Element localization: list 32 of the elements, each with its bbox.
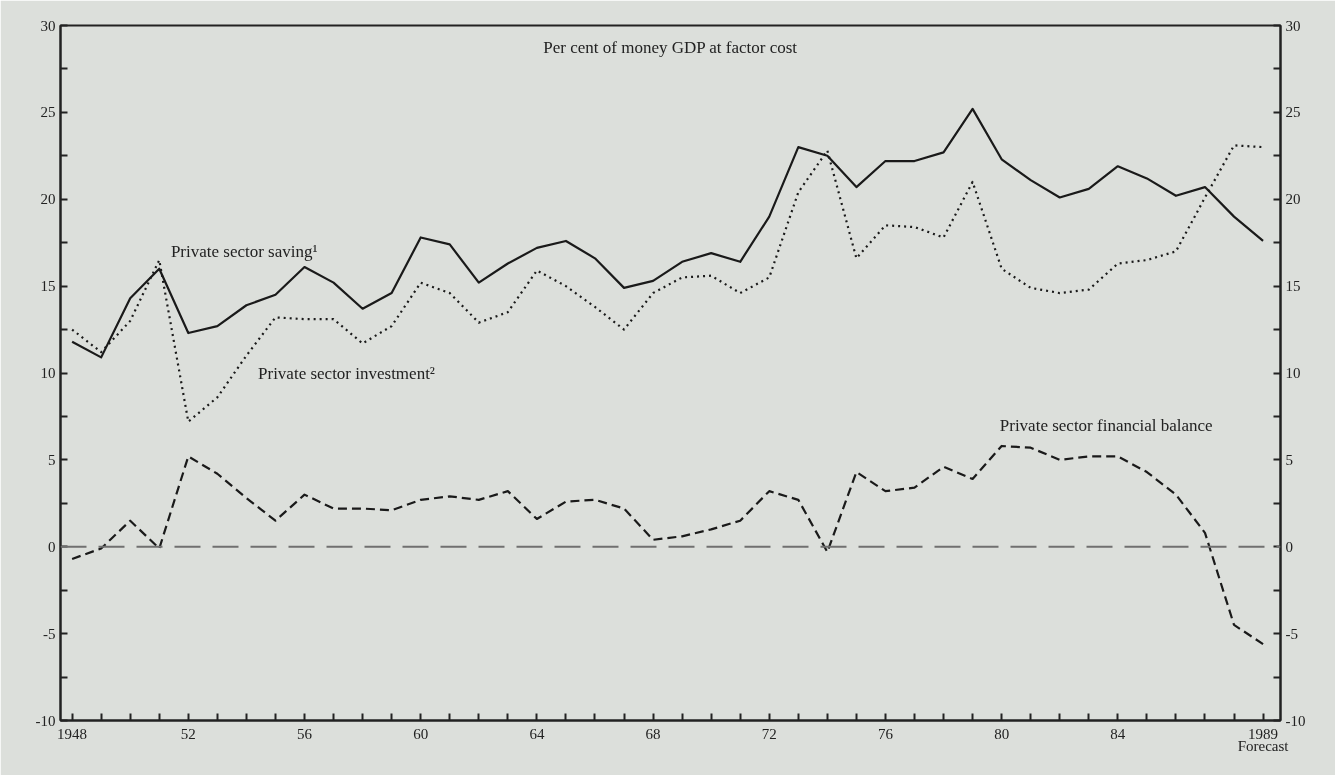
x-tick-label: 52 xyxy=(180,725,196,742)
text: Per cent of money GDP at factor cost xyxy=(543,37,798,57)
y-tick-label: 20 xyxy=(40,191,56,208)
y2-tick-label: 5 xyxy=(1285,451,1293,468)
y-tick-label: -10 xyxy=(35,712,56,729)
x-tick-label: 56 xyxy=(297,725,313,742)
x-tick-label: 72 xyxy=(761,725,777,742)
y2-tick-label: 10 xyxy=(1285,365,1301,381)
x-tick-label: 1948 xyxy=(57,725,88,742)
y-tick-label: 5 xyxy=(48,451,56,468)
x-tick-label: 60 xyxy=(413,725,429,742)
x-tick-label: 68 xyxy=(645,725,661,742)
y2-tick-label: -5 xyxy=(1285,625,1298,642)
series-label: Private sector financial balance xyxy=(999,415,1213,435)
y-tick-label: 15 xyxy=(40,278,56,295)
x-tick-label: 84 xyxy=(1110,725,1126,742)
series-label: Private sector investment² xyxy=(258,363,435,383)
series-label: Private sector saving¹ xyxy=(170,241,318,261)
x-tick-label: 76 xyxy=(877,725,894,742)
y-tick-label: 0 xyxy=(48,538,56,555)
y2-tick-label: 20 xyxy=(1285,191,1301,208)
line-series xyxy=(71,444,1265,646)
x-tick-label: 80 xyxy=(994,725,1010,742)
x-tick-label: 64 xyxy=(529,725,545,742)
y-tick-label: 10 xyxy=(40,365,56,381)
y2-tick-label: 30 xyxy=(1285,17,1301,34)
y2-tick-label: 0 xyxy=(1285,538,1293,555)
y2-tick-label: 15 xyxy=(1285,278,1301,295)
y-tick-label: 30 xyxy=(40,17,56,34)
y-tick-label: 25 xyxy=(40,104,56,121)
y2-tick-label: 25 xyxy=(1285,104,1301,121)
y-tick-label: -5 xyxy=(43,625,56,642)
